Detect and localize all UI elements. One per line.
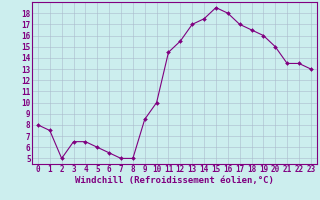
X-axis label: Windchill (Refroidissement éolien,°C): Windchill (Refroidissement éolien,°C)	[75, 176, 274, 185]
